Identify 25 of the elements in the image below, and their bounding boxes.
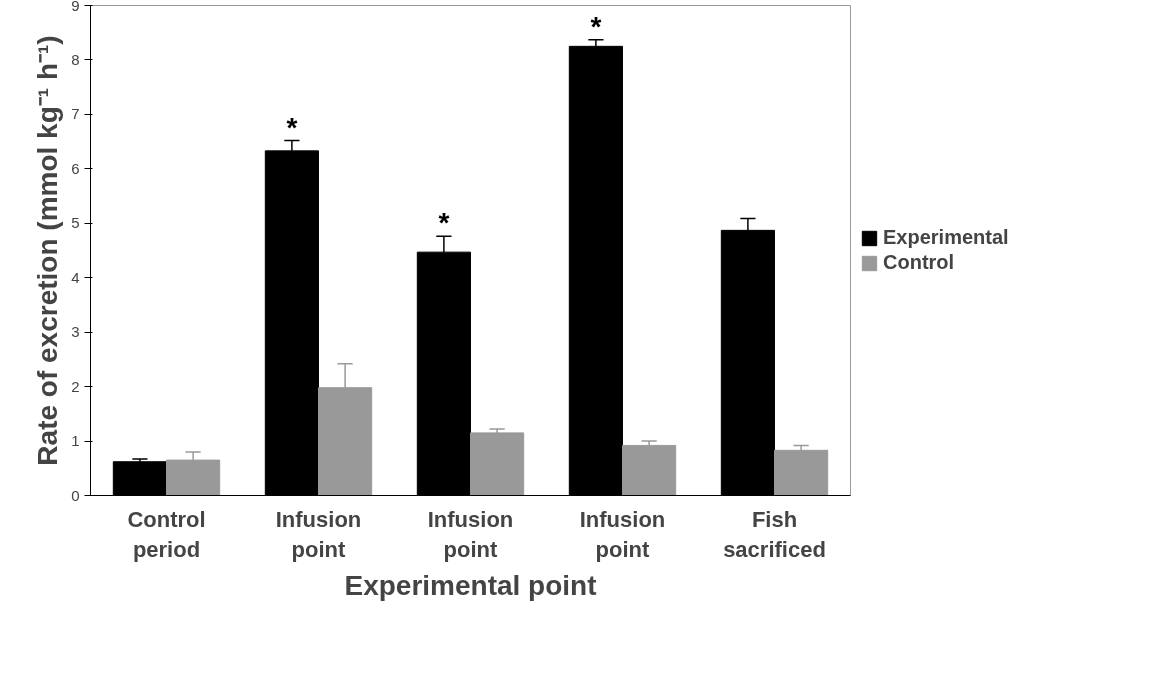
x-tick-label: Control period: [127, 506, 206, 562]
y-axis-title: Rate of excretion (mmol kg⁻¹ h⁻¹): [32, 35, 64, 466]
x-tick-label: Infusion point: [427, 506, 514, 562]
bar: [470, 432, 525, 496]
y-tick-label: 0: [71, 486, 80, 504]
y-tick-label: 8: [71, 50, 80, 68]
y-tick-label: 7: [71, 105, 80, 123]
x-tick-label: Infusion point: [579, 506, 666, 562]
y-tick-label: 3: [71, 323, 80, 341]
data-label: *: [590, 10, 602, 42]
y-tick-label: 6: [71, 159, 80, 177]
data-label: *: [438, 207, 450, 239]
y-tick-label: 9: [71, 0, 80, 14]
y-tick-label: 4: [71, 268, 80, 286]
x-tick-label: Infusion point: [275, 506, 362, 562]
y-tick-label: 2: [71, 377, 80, 395]
legend-label: Experimental: [883, 226, 1009, 249]
bar: [774, 449, 829, 496]
y-tick-label: 5: [71, 214, 80, 232]
x-tick-label: Fish sacrificed: [723, 506, 826, 562]
legend-label: Control: [883, 251, 955, 274]
y-tick-label: 1: [71, 432, 80, 450]
x-axis-title: Experimental point: [344, 569, 597, 601]
bar: [622, 444, 677, 496]
data-label: *: [286, 111, 298, 143]
